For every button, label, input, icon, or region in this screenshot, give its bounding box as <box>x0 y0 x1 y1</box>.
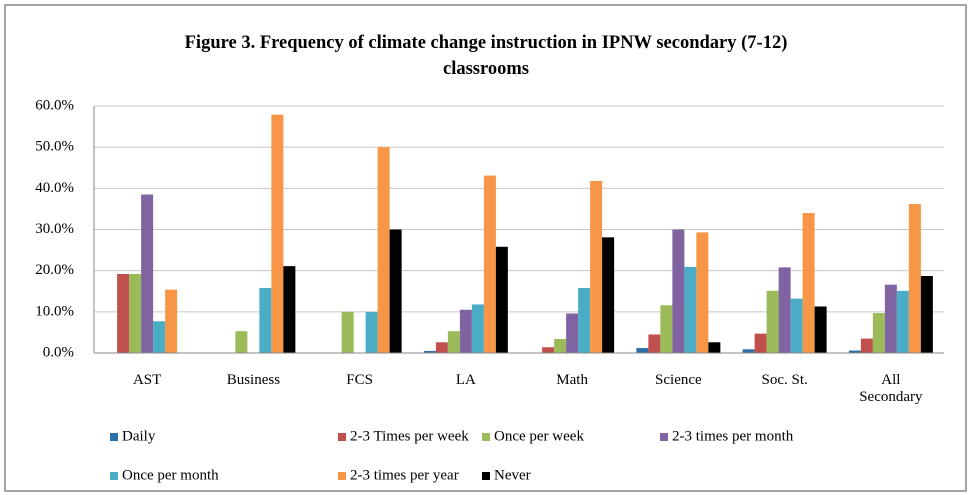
bar <box>908 203 921 353</box>
x-tick-label: Soc. St. <box>761 372 808 388</box>
legend-swatch <box>338 433 346 441</box>
bar <box>117 273 130 353</box>
y-tick-label: 50.0% <box>35 139 74 155</box>
bar <box>365 311 378 353</box>
bar <box>165 289 178 353</box>
bar <box>696 232 709 353</box>
legend-label: 2-3 times per month <box>672 428 794 444</box>
legend-swatch <box>338 472 346 480</box>
y-tick-label: 0.0% <box>43 344 74 360</box>
bar <box>578 287 591 353</box>
y-tick-label: 20.0% <box>35 262 74 278</box>
bar <box>495 246 508 353</box>
bar <box>554 339 567 353</box>
bar <box>471 304 484 353</box>
bar <box>542 347 555 353</box>
bar <box>235 331 248 353</box>
legend-swatch <box>482 472 490 480</box>
bar <box>459 309 472 353</box>
bar <box>920 276 933 353</box>
y-tick-label: 30.0% <box>35 221 74 237</box>
bar <box>141 194 154 353</box>
bar <box>814 306 827 353</box>
bar <box>259 287 272 353</box>
bar <box>153 321 166 353</box>
legend-label: Never <box>494 467 531 483</box>
bar <box>435 342 448 353</box>
legend-label: Once per month <box>122 467 219 483</box>
bar <box>447 331 460 353</box>
bar <box>423 350 436 353</box>
x-tick-label: Science <box>655 372 702 388</box>
x-tick-label: FCS <box>346 372 373 388</box>
x-tick-label: LA <box>455 372 476 388</box>
legend-swatch <box>482 433 490 441</box>
bar <box>590 180 603 353</box>
bar <box>848 350 861 353</box>
bar <box>802 213 815 353</box>
bar <box>341 311 354 353</box>
bar <box>129 273 142 353</box>
y-tick-label: 60.0% <box>35 97 74 113</box>
legend-label: 2-3 times per year <box>350 467 459 483</box>
bar <box>884 284 897 353</box>
x-tick-label: Business <box>226 372 281 388</box>
y-tick-label: 40.0% <box>35 180 74 196</box>
bar <box>377 147 390 353</box>
bar <box>684 266 697 353</box>
legend-label: Once per week <box>494 428 584 444</box>
bar <box>602 237 615 353</box>
bar <box>896 290 909 353</box>
legend-label: Daily <box>122 428 156 444</box>
y-tick-label: 10.0% <box>35 303 74 319</box>
chart-title: Figure 3. Frequency of climate change in… <box>184 33 788 79</box>
legend-swatch <box>660 433 668 441</box>
bar <box>566 313 579 353</box>
bar <box>790 298 803 353</box>
legend-swatch <box>110 433 118 441</box>
x-tick-label: Math <box>556 372 588 388</box>
bar <box>778 267 791 353</box>
bar <box>860 338 873 353</box>
bar <box>636 348 649 353</box>
bar <box>271 114 284 354</box>
bar <box>389 229 402 353</box>
bar <box>742 349 755 353</box>
bar <box>283 266 296 353</box>
x-tick-label: All Secondary <box>859 372 923 405</box>
legend-swatch <box>110 472 118 480</box>
legend-label: 2-3 Times per week <box>350 428 469 444</box>
bar <box>754 333 767 353</box>
bar <box>648 334 661 353</box>
bar <box>660 305 673 353</box>
bar <box>708 342 721 353</box>
x-tick-label: AST <box>132 372 162 388</box>
bar <box>766 290 779 353</box>
bar <box>483 175 496 353</box>
bar <box>872 313 885 353</box>
bar <box>672 229 685 353</box>
